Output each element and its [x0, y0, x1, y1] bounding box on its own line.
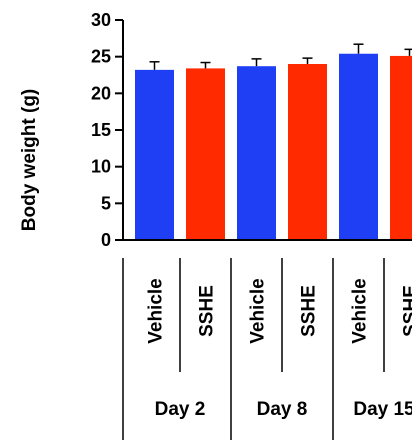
category-label: Vehicle [350, 278, 371, 344]
category-label: SSHE [197, 285, 218, 337]
group-label: Day 8 [257, 399, 308, 420]
category-label: Vehicle [248, 278, 269, 344]
bar [237, 66, 276, 240]
bar [186, 68, 225, 241]
group-label: Day 15 [353, 399, 412, 420]
bar [135, 69, 174, 240]
y-tick-label: 0 [101, 230, 111, 250]
bar [288, 64, 327, 240]
y-tick-label: 25 [91, 47, 111, 67]
bar [339, 53, 378, 240]
y-axis-label: Body weight (g) [19, 89, 40, 231]
y-tick-label: 10 [91, 157, 111, 177]
group-label: Day 2 [155, 399, 206, 420]
category-label: SSHE [299, 285, 320, 337]
y-tick-label: 5 [101, 193, 111, 213]
axes [122, 20, 412, 241]
bar-series [135, 43, 412, 241]
bar [390, 55, 412, 240]
category-label: Vehicle [146, 278, 167, 344]
y-tick-label: 20 [91, 83, 111, 103]
y-tick-label: 15 [91, 120, 111, 140]
category-labels: Vehicle SSHE Vehicle SSHE Vehicle SSHE [146, 258, 412, 372]
y-axis-ticks: 0 5 10 15 20 25 30 [91, 10, 123, 250]
group-labels: Day 2 Day 8 Day 15 [122, 258, 412, 440]
category-label: SSHE [401, 285, 412, 337]
y-tick-label: 30 [91, 10, 111, 30]
